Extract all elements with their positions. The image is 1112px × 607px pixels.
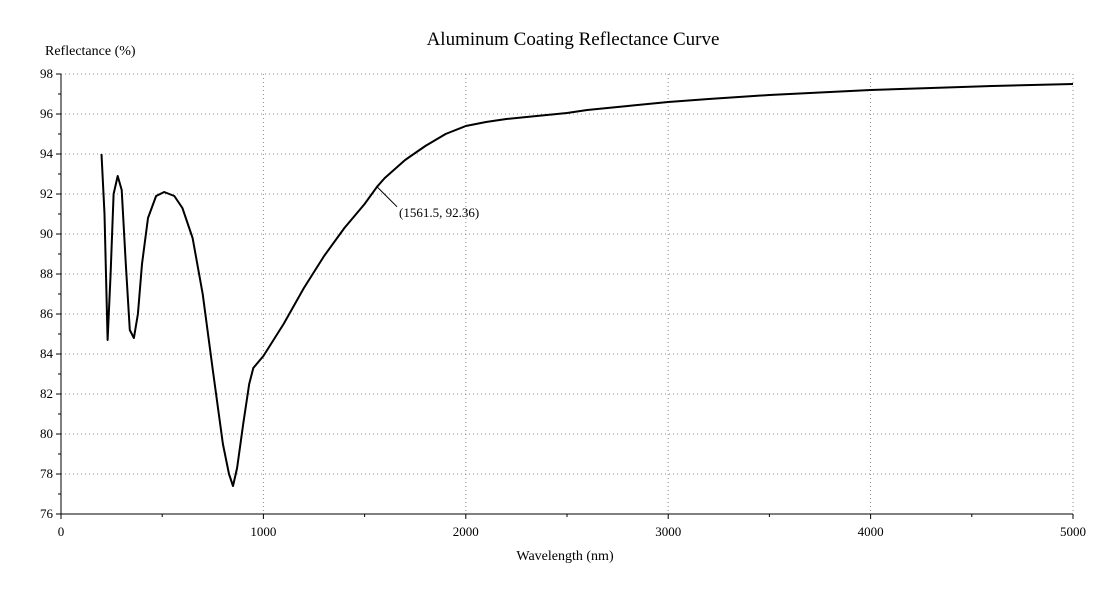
series-line-0 [100, 83, 1074, 487]
y-tick-label-76: 76 [40, 506, 54, 521]
x-tick-label-2000: 2000 [453, 524, 479, 539]
y-tick-label-84: 84 [40, 346, 54, 361]
y-tick-label-82: 82 [40, 386, 53, 401]
y-tick-label-96: 96 [40, 106, 54, 121]
annotation-label-0: (1561.5, 92.36) [399, 205, 479, 220]
y-tick-label-90: 90 [40, 226, 53, 241]
x-tick-label-0: 0 [58, 524, 65, 539]
x-tick-label-4000: 4000 [858, 524, 884, 539]
y-tick-label-78: 78 [40, 466, 53, 481]
chart-title: Aluminum Coating Reflectance Curve [427, 29, 720, 50]
x-axis-label: Wavelength (nm) [516, 549, 614, 564]
y-tick-label-88: 88 [40, 266, 53, 281]
x-tick-label-3000: 3000 [655, 524, 681, 539]
series-group [100, 83, 1074, 487]
y-tick-label-92: 92 [40, 186, 53, 201]
y-tick-label-80: 80 [40, 426, 53, 441]
axes [60, 74, 1073, 515]
grid-lines [61, 73, 1074, 514]
annotation-leader-0 [376, 186, 398, 208]
annotations-group: (1561.5, 92.36) [376, 186, 479, 220]
axis-ticks: 76 78 80 82 84 86 88 90 92 94 96 98 0 1000 2000 3000 400… [40, 66, 1086, 539]
x-tick-label-1000: 1000 [250, 524, 276, 539]
y-axis-label: Reflectance (%) [45, 44, 136, 59]
y-tick-label-86: 86 [40, 306, 54, 321]
x-tick-label-5000: 5000 [1060, 524, 1086, 539]
y-tick-label-98: 98 [40, 66, 53, 81]
y-tick-label-94: 94 [40, 146, 54, 161]
